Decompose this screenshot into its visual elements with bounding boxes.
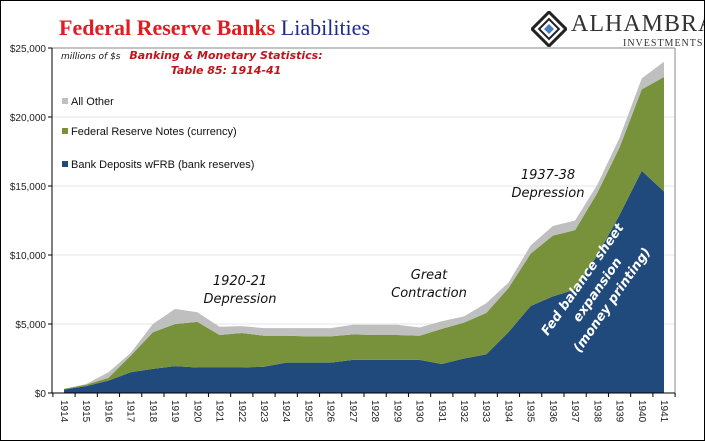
- x-tick-label: 1922: [236, 400, 247, 423]
- x-tick-label: 1937: [569, 400, 580, 423]
- x-tick-label: 1941: [658, 400, 669, 423]
- legend-swatch: [62, 98, 68, 104]
- x-tick-label: 1921: [214, 400, 225, 423]
- x-tick-label: 1935: [525, 400, 536, 423]
- legend-swatch: [62, 128, 68, 134]
- annotation-great-1: Great: [411, 268, 448, 283]
- annotation-1920-label: Depression: [204, 292, 277, 307]
- annotation-1920-year: 1920-21: [213, 274, 267, 289]
- y-tick-label: $25,000: [10, 44, 47, 55]
- x-tick-label: 1924: [280, 400, 291, 423]
- y-tick-label: $10,000: [10, 251, 47, 262]
- annotation-great-2: Contraction: [391, 286, 467, 301]
- logo-subtitle: INVESTMENTS: [623, 38, 704, 49]
- x-tick-label: 1928: [369, 400, 380, 423]
- x-tick-label: 1939: [614, 400, 625, 423]
- x-tick-label: 1936: [547, 400, 558, 423]
- x-tick-label: 1925: [302, 400, 313, 423]
- x-tick-label: 1918: [147, 400, 158, 423]
- x-tick-label: 1932: [458, 400, 469, 423]
- x-tick-label: 1931: [436, 400, 447, 423]
- y-tick-label: $0: [35, 389, 47, 400]
- x-tick-label: 1927: [347, 400, 358, 423]
- source-line-1: Banking & Monetary Statistics:: [129, 49, 322, 62]
- x-tick-label: 1926: [325, 400, 336, 423]
- title-part-2: Liabilities: [280, 15, 370, 40]
- diamond-logo-icon: [531, 11, 567, 47]
- x-tick-label: 1920: [191, 400, 202, 423]
- unit-label: millions of $s: [61, 52, 121, 62]
- legend-swatch: [62, 161, 68, 167]
- y-tick-label: $15,000: [10, 182, 47, 193]
- x-tick-label: 1929: [391, 400, 402, 423]
- x-tick-label: 1915: [80, 400, 91, 423]
- x-tick-label: 1923: [258, 400, 269, 423]
- annotation-1937-label: Depression: [512, 186, 585, 201]
- legend-label: Bank Deposits wFRB (bank reserves): [71, 159, 254, 171]
- legend-label: Federal Reserve Notes (currency): [71, 126, 237, 138]
- legend-label: All Other: [71, 96, 114, 108]
- x-tick-label: 1919: [169, 400, 180, 423]
- logo-name: ALHAMBRA: [571, 11, 705, 37]
- annotation-1937-year: 1937-38: [521, 168, 575, 183]
- x-tick-label: 1938: [591, 400, 602, 423]
- y-tick-label: $5,000: [15, 320, 46, 331]
- x-tick-label: 1916: [102, 400, 113, 423]
- x-tick-label: 1914: [58, 400, 69, 423]
- chart-title: Federal Reserve Banks Liabilities: [59, 15, 370, 41]
- x-tick-label: 1917: [125, 400, 136, 423]
- x-tick-label: 1940: [636, 400, 647, 423]
- y-tick-label: $20,000: [10, 113, 47, 124]
- area-bank-series: [64, 170, 664, 393]
- x-tick-label: 1930: [414, 400, 425, 423]
- title-part-1: Federal Reserve Banks: [59, 15, 276, 40]
- alhambra-logo: ALHAMBRA INVESTMENTS: [531, 9, 704, 49]
- area-federal-series: [64, 76, 664, 390]
- source-line-2: Table 85: 1914-41: [171, 64, 282, 77]
- x-tick-label: 1933: [480, 400, 491, 423]
- x-tick-label: 1934: [502, 400, 513, 423]
